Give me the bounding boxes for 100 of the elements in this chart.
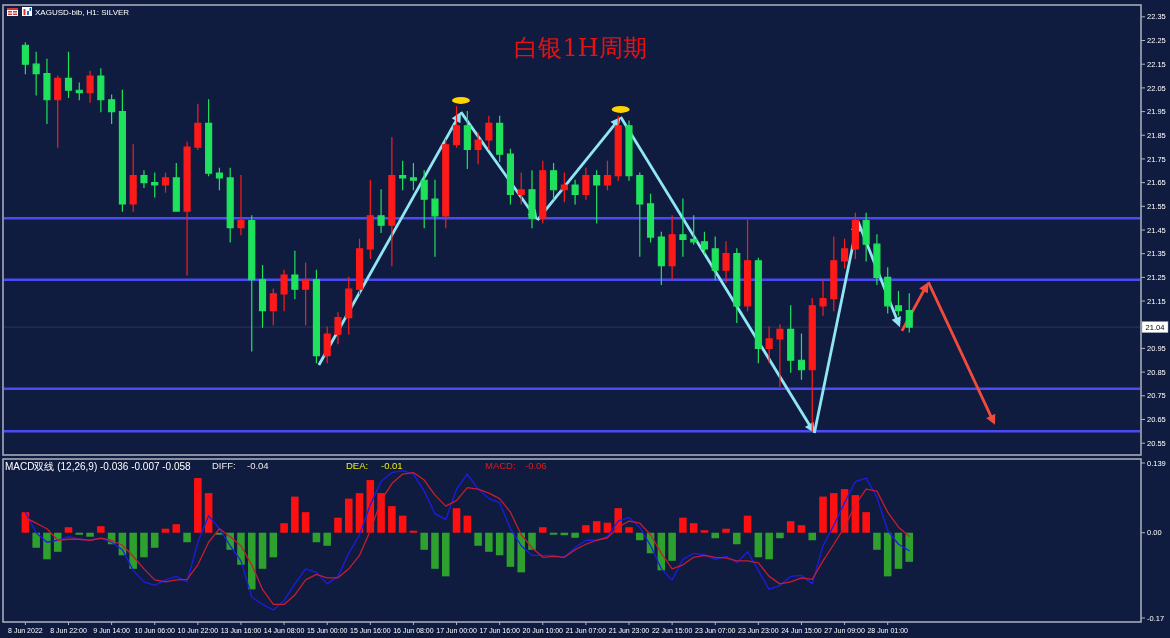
candlestick [463, 110, 471, 170]
candlestick [506, 148, 514, 205]
candlestick [129, 144, 137, 212]
candlestick [312, 269, 320, 364]
bar [905, 532, 914, 562]
candlestick [819, 279, 827, 316]
candlestick [873, 234, 881, 286]
candlestick [485, 115, 493, 151]
candlestick [334, 312, 342, 345]
bar [786, 521, 795, 533]
bar [420, 532, 428, 550]
bar [258, 532, 267, 569]
candlestick [75, 82, 83, 101]
bar [517, 532, 525, 573]
bar [172, 524, 181, 533]
candlestick [636, 172, 644, 257]
chart-title: MACD双线 (12,26,9) -0.036 -0.007 -0.058 [5, 461, 192, 472]
candlestick [248, 215, 256, 352]
annotation: -0.01 [381, 460, 403, 471]
bar [344, 498, 353, 533]
candlestick [808, 298, 816, 432]
bar [743, 515, 752, 533]
bar [797, 525, 806, 533]
annotation: DIFF: [212, 460, 236, 471]
bar [194, 478, 202, 533]
candlestick [722, 241, 730, 283]
candlestick [744, 219, 752, 312]
candlestick [64, 51, 73, 98]
candlestick [884, 267, 892, 314]
bar [150, 532, 159, 548]
bar [592, 521, 601, 533]
candlestick [625, 120, 633, 181]
candlestick [194, 103, 202, 151]
bar [75, 532, 84, 535]
bar [291, 496, 299, 533]
candlestick [851, 212, 859, 260]
candlestick [355, 238, 364, 295]
bar [711, 532, 720, 539]
candlestick [118, 89, 126, 212]
bar [409, 530, 418, 533]
bar [97, 526, 105, 533]
candlestick [345, 276, 353, 335]
candlestick [258, 264, 267, 328]
candlestick [409, 163, 417, 191]
candlestick [614, 115, 622, 181]
text: 白银1H周期 [514, 34, 647, 62]
candlestick [431, 179, 439, 257]
candlestick [452, 106, 461, 148]
bar [689, 523, 698, 533]
bar [280, 523, 288, 533]
candlestick [700, 231, 709, 255]
candlestick [549, 163, 558, 200]
candlestick [657, 231, 665, 286]
bar [43, 532, 51, 560]
candlestick [690, 215, 698, 245]
bar [269, 532, 278, 558]
bar [495, 532, 504, 556]
bar [776, 532, 784, 539]
candlestick [366, 179, 374, 260]
candlestick [560, 172, 568, 203]
candlestick [539, 160, 547, 224]
candlestick [108, 94, 116, 125]
bar [247, 532, 256, 590]
bar [323, 532, 331, 546]
candlestick [517, 172, 525, 205]
candlestick [302, 262, 310, 326]
candlestick [711, 236, 719, 281]
bar [625, 527, 633, 533]
bar [873, 532, 881, 550]
candlestick [528, 170, 536, 229]
candlestick [830, 236, 838, 312]
bar [733, 532, 741, 545]
bar [64, 527, 73, 533]
bar [129, 532, 137, 569]
candlestick [765, 326, 773, 364]
candlestick [668, 215, 676, 281]
bar [830, 493, 838, 533]
candlestick [733, 248, 741, 323]
candlestick [151, 172, 159, 198]
annotation: XAGUSD-bib, H1: SILVER [35, 8, 130, 17]
bar [301, 512, 310, 533]
bar [463, 515, 472, 533]
candlestick [474, 132, 482, 165]
bar [668, 532, 676, 561]
bar [539, 527, 547, 533]
candlestick [420, 170, 428, 229]
candlestick [97, 68, 105, 113]
bar [452, 508, 461, 533]
candlestick [442, 139, 450, 229]
bar [334, 517, 342, 533]
annotation: DEA: [346, 460, 369, 471]
annotation: -0.04 [247, 460, 269, 471]
candlestick [571, 179, 579, 205]
bar [388, 506, 396, 533]
candlestick [280, 269, 288, 312]
bar [754, 532, 763, 558]
bar [474, 532, 482, 546]
candlestick [797, 333, 806, 380]
candlestick [226, 167, 234, 243]
candlestick [205, 99, 213, 177]
